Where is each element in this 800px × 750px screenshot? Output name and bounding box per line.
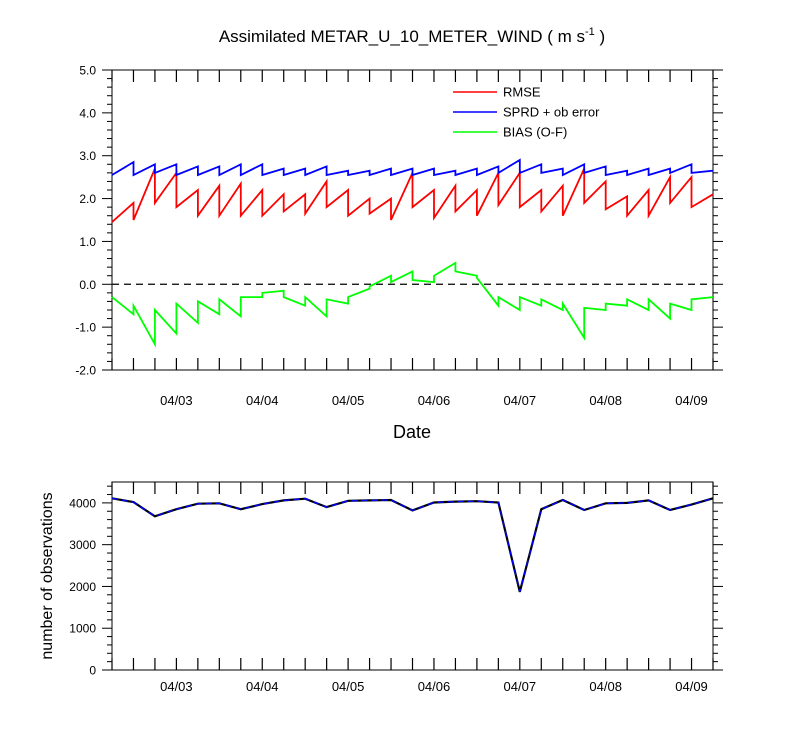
- y-tick-label: 3.0: [79, 149, 96, 163]
- y-tick-label: 1.0: [79, 235, 96, 249]
- chart-title: Assimilated METAR_U_10_METER_WIND ( m s-…: [219, 26, 605, 46]
- chart-title-suffix: ): [595, 27, 605, 46]
- x-tick-label: 04/05: [332, 679, 365, 694]
- x-tick-label: 04/04: [246, 679, 279, 694]
- x-tick-label: 04/08: [589, 393, 622, 408]
- x-tick-label: 04/07: [504, 679, 537, 694]
- y-tick-label: 4.0: [79, 106, 96, 120]
- y-tick-label: 3000: [69, 538, 96, 552]
- x-tick-label: 04/03: [160, 679, 193, 694]
- y-tick-label: 2.0: [79, 192, 96, 206]
- x-tick-label: 04/05: [332, 393, 365, 408]
- y-tick-label: -1.0: [75, 321, 96, 335]
- legend-label: BIAS (O-F): [503, 125, 567, 140]
- y-tick-label: -2.0: [75, 364, 96, 378]
- x-tick-label: 04/06: [418, 679, 451, 694]
- y-tick-label: 4000: [69, 496, 96, 510]
- x-tick-label: 04/07: [504, 393, 537, 408]
- x-tick-label: 04/06: [418, 393, 451, 408]
- series-line-rmse: [111, 168, 714, 223]
- x-axis-label: Date: [393, 422, 431, 442]
- series-line-sprd-ob-error: [111, 158, 714, 177]
- y-tick-label: 2000: [69, 580, 96, 594]
- x-tick-label: 04/09: [675, 393, 708, 408]
- y-tick-label: 5.0: [79, 64, 96, 78]
- y-tick-label: 0: [89, 664, 96, 678]
- y-axis-label: number of observations: [39, 492, 56, 659]
- plot-frame-0: [111, 69, 714, 371]
- legend-label: SPRD + ob error: [503, 105, 600, 120]
- x-tick-label: 04/09: [675, 679, 708, 694]
- series-line-used: [111, 497, 714, 593]
- series-line-bias-o-f-: [111, 261, 714, 348]
- x-tick-label: 04/03: [160, 393, 193, 408]
- y-tick-label: 0.0: [79, 278, 96, 292]
- y-tick-label: 1000: [69, 622, 96, 636]
- x-tick-label: 04/08: [589, 679, 622, 694]
- chart-title-superscript: -1: [585, 26, 595, 38]
- x-tick-label: 04/04: [246, 393, 279, 408]
- series-line-possible: [111, 497, 714, 593]
- chart-title-text: Assimilated METAR_U_10_METER_WIND ( m s: [219, 27, 585, 46]
- legend-label: RMSE: [503, 85, 541, 100]
